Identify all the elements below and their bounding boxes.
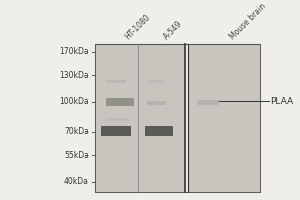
Bar bbox=[147, 101, 166, 105]
Text: 70kDa: 70kDa bbox=[64, 127, 89, 136]
Text: A-549: A-549 bbox=[161, 20, 184, 42]
Text: 55kDa: 55kDa bbox=[64, 151, 89, 160]
Text: PLAA: PLAA bbox=[270, 97, 293, 106]
Bar bbox=[148, 80, 163, 83]
Bar bbox=[101, 126, 131, 136]
Text: HT-1080: HT-1080 bbox=[123, 13, 152, 42]
Bar bbox=[197, 100, 219, 105]
Bar bbox=[106, 98, 134, 106]
Bar bbox=[188, 44, 260, 192]
Bar bbox=[107, 80, 126, 83]
Bar bbox=[146, 126, 173, 136]
Bar bbox=[106, 118, 129, 121]
Text: 170kDa: 170kDa bbox=[59, 47, 89, 56]
Bar bbox=[95, 44, 185, 192]
Text: Mouse brain: Mouse brain bbox=[228, 2, 267, 42]
Text: 100kDa: 100kDa bbox=[59, 97, 89, 106]
Text: 130kDa: 130kDa bbox=[59, 71, 89, 80]
Text: 40kDa: 40kDa bbox=[64, 177, 89, 186]
